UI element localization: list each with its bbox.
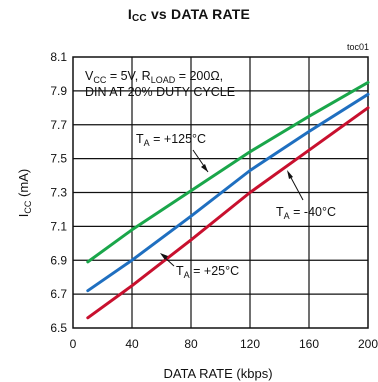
y-axis-label: ICC (mA) [16,169,33,217]
label-group-40: TA = -40°C [276,170,336,221]
label-group-25: TA = +25°C [160,253,239,280]
y-tick-label: 7.9 [50,84,67,98]
arrowhead-minus40 [287,170,293,179]
conditions-line-1: VCC = 5V, RLOAD = 200Ω, [85,69,223,85]
y-tick-label: 7.5 [50,152,67,166]
y-tick-label: 6.5 [50,321,67,335]
x-tick-label: 40 [125,337,139,351]
series-label-25: TA = +25°C [176,264,239,280]
y-tick-label: 7.7 [50,118,67,132]
x-tick-label: 200 [358,337,378,351]
arrowhead-125 [201,164,208,172]
series-line-0 [86,80,370,264]
y-tick-label: 7.3 [50,186,67,200]
series-group [86,80,370,320]
chart-title: ICC vs DATA RATE [127,6,251,24]
x-axis-ticks: 0 40 80 120 160 200 [70,337,378,351]
plot-frame [72,56,369,329]
series-label-minus40: TA = -40°C [276,205,336,221]
series-label-125: TA = +125°C [136,132,206,148]
y-tick-label: 6.7 [50,287,67,301]
series-line-2 [86,106,370,320]
y-tick-label: 6.9 [50,253,67,267]
x-tick-label: 160 [299,337,319,351]
x-axis-label: DATA RATE (kbps) [163,366,272,381]
label-group-125: TA = +125°C [136,132,209,173]
y-tick-label: 8.1 [50,50,67,64]
x-tick-label: 80 [184,337,198,351]
chart-tag: toc01 [347,42,369,52]
y-axis-ticks: 6.5 6.7 6.9 7.1 7.3 7.5 7.7 7.9 8.1 [50,50,67,335]
conditions-line-2: DIN AT 20% DUTY CYCLE [85,85,235,99]
x-tick-label: 120 [240,337,260,351]
leader-minus40 [288,173,304,201]
y-tick-label: 7.1 [50,219,67,233]
x-tick-label: 0 [70,337,77,351]
arrowhead-25 [160,253,168,260]
series-line-1 [86,92,370,293]
